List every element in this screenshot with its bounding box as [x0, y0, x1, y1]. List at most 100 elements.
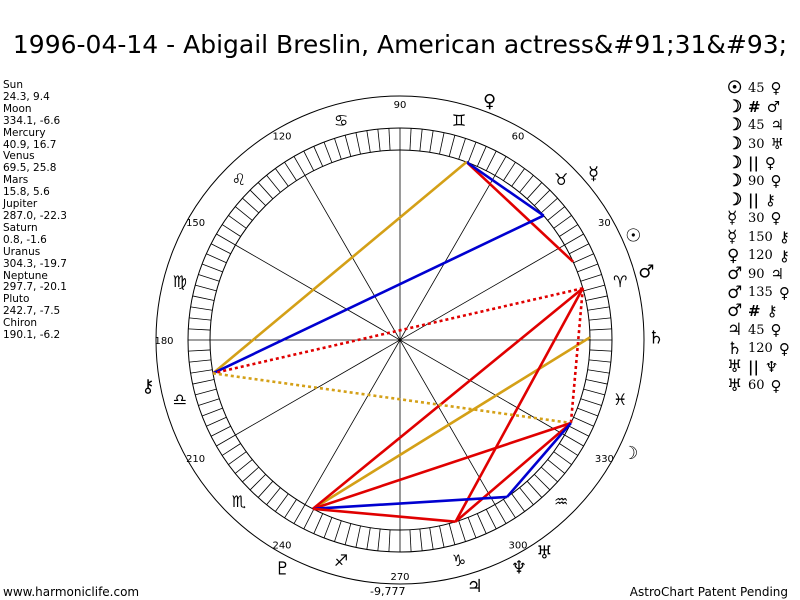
aspect-line — [212, 286, 584, 375]
degree-tick — [189, 359, 212, 363]
planet-name: Moon — [3, 102, 32, 115]
aspect-line — [312, 495, 508, 511]
aspect-planet-1: ☿ — [727, 208, 738, 229]
degree-tick — [355, 525, 361, 548]
aspect-planet-1: ♀ — [727, 245, 740, 266]
venus-glyph: ♀ — [483, 91, 496, 112]
degree-tick — [249, 189, 266, 206]
degree-tick — [409, 128, 412, 151]
aspect-row: ☿ 150 ⚷ — [727, 227, 790, 248]
degree-tick — [564, 233, 584, 246]
degree-tick — [485, 150, 497, 171]
degree-label: 330 — [595, 454, 614, 465]
degree-label: 90 — [394, 100, 407, 111]
degree-tick — [323, 517, 333, 539]
aspect-planet-2: ♃ — [770, 116, 784, 135]
degree-tick — [190, 369, 213, 374]
degree-tick — [519, 487, 534, 506]
degree-tick — [540, 466, 558, 483]
aspect-value: || — [748, 358, 759, 377]
aspect-value: 60 — [748, 378, 765, 394]
aspect-row: ♄ 120 ♀ — [727, 338, 790, 359]
planet-name: Neptune — [3, 269, 48, 282]
planet-coords: 24.3, 9.4 — [3, 90, 50, 103]
aspect-planet-1: ☉ — [727, 78, 743, 99]
aspect-row: ♃ 45 ♀ — [727, 320, 790, 341]
degree-tick — [377, 528, 381, 551]
aspect-planet-1: ☿ — [727, 227, 738, 248]
aspect-line — [465, 161, 575, 263]
aspect-row: ☽ 90 ♀ — [727, 171, 790, 192]
aspect-planet-1: ☽ — [727, 189, 743, 210]
planet-coords: 40.9, 16.7 — [3, 138, 57, 151]
planet-position-list: Sun 24.3, 9.4 Moon 334.1, -6.6 Mercury 40.9, … — [3, 79, 67, 342]
degree-tick — [249, 474, 266, 491]
aspect-row: ♂ 90 ♃ — [727, 264, 790, 284]
degree-tick — [573, 253, 594, 264]
degree-tick — [564, 434, 584, 447]
zodiac-sign-glyph: ♎ — [173, 390, 187, 409]
planet-coords: 69.5, 25.8 — [3, 162, 57, 175]
zodiac-sign-glyph: ♈ — [613, 272, 627, 291]
degree-tick — [569, 425, 590, 437]
degree-tick — [503, 499, 516, 519]
aspect-planet-1: ♅ — [727, 375, 743, 396]
degree-tick — [573, 416, 594, 427]
aspect-value: 30 — [748, 136, 765, 152]
aspect-value: 120 — [748, 341, 773, 357]
planet-coords: 287.0, -22.3 — [3, 209, 67, 222]
degree-tick — [587, 306, 610, 311]
aspect-row: ☽ 45 ♃ — [727, 115, 790, 135]
degree-tick — [303, 509, 315, 530]
aspect-planet-2: ♂ — [766, 97, 781, 116]
aspect-planet-1: ☽ — [727, 152, 743, 173]
aspect-row: ☿ 30 ♀ — [727, 208, 790, 229]
uranus-glyph: ♅ — [536, 542, 552, 563]
degree-tick — [210, 243, 231, 255]
aspect-line — [454, 422, 572, 523]
degree-tick — [585, 295, 608, 301]
aspect-line — [212, 161, 468, 375]
aspect-planet-1: ☽ — [727, 171, 743, 192]
aspect-planet-2: ♅ — [770, 135, 784, 154]
degree-tick — [467, 141, 477, 163]
degree-tick — [547, 459, 566, 474]
neptune-glyph: ♆ — [511, 558, 527, 579]
aspect-planet-1: ♄ — [727, 338, 743, 359]
zodiac-sign-glyph: ♋ — [334, 111, 348, 130]
aspect-value: 120 — [748, 248, 773, 264]
degree-tick — [587, 369, 610, 374]
degree-tick — [228, 215, 247, 229]
degree-label: 150 — [186, 218, 205, 229]
planet-name: Jupiter — [3, 198, 38, 211]
aspect-planet-1: ♃ — [727, 320, 743, 341]
aspect-row: ♅ 60 ♀ — [727, 375, 790, 396]
degree-tick — [323, 141, 333, 163]
degree-tick — [293, 504, 306, 524]
aspect-line — [212, 214, 545, 375]
degree-tick — [198, 274, 220, 282]
aspect-row: ♅ || ♆ — [727, 357, 790, 377]
aspect-line — [312, 336, 591, 510]
sun-glyph: ☉ — [625, 226, 641, 247]
degree-tick — [195, 388, 217, 396]
degree-tick — [206, 253, 227, 264]
aspect-value: # — [748, 302, 761, 321]
degree-tick — [377, 129, 381, 152]
degree-tick — [419, 528, 423, 551]
aspect-planet-2: ⚷ — [766, 302, 778, 321]
planet-coords: 304.3, -19.7 — [3, 257, 67, 270]
zodiac-sign-glyph: ♉ — [554, 170, 568, 189]
planet-name: Pluto — [3, 293, 30, 306]
zodiac-sign-glyph: ♒ — [554, 492, 568, 511]
zodiac-sign-glyph: ♏ — [232, 492, 246, 511]
degree-tick — [293, 156, 306, 176]
degree-tick — [583, 388, 605, 396]
degree-tick — [284, 499, 297, 519]
aspect-planet-2: ♀ — [770, 79, 782, 98]
planet-coords: 242.7, -7.5 — [3, 305, 61, 318]
degree-tick — [192, 379, 215, 385]
degree-tick — [334, 520, 342, 542]
degree-tick — [588, 359, 611, 363]
aspect-planet-2: ♀ — [770, 209, 782, 228]
